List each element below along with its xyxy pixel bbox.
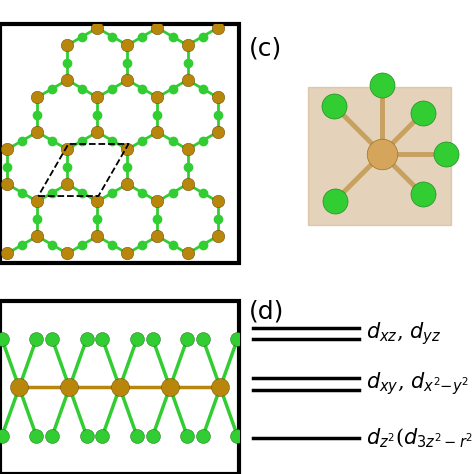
Text: $d_{z^2}$($d_{3z^2-r^2}$): $d_{z^2}$($d_{3z^2-r^2}$) xyxy=(366,427,474,449)
Text: $d_{xy}$, $d_{x^2\mathregular{-}y^2}$: $d_{xy}$, $d_{x^2\mathregular{-}y^2}$ xyxy=(366,371,469,397)
Text: (c): (c) xyxy=(249,36,282,61)
Bar xyxy=(309,87,451,225)
Text: $d_{xz}$, $d_{yz}$: $d_{xz}$, $d_{yz}$ xyxy=(366,320,441,347)
Text: (d): (d) xyxy=(249,299,284,323)
